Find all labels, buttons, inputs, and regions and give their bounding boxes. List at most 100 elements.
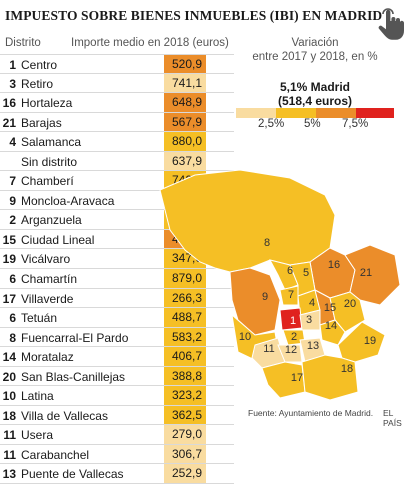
table-row: 4 Salamanca 880,0 <box>0 132 234 152</box>
column-header-amount: Importe medio en 2018 (euros) <box>71 37 229 49</box>
amount-cell: 347,6 <box>164 249 206 269</box>
district-number: 1 <box>9 58 16 72</box>
legend-tick: 7,5% <box>342 118 369 130</box>
district-name: Centro <box>21 58 58 72</box>
district-number: 9 <box>9 193 16 208</box>
table-row: 17 Villaverde 266,3 <box>0 288 234 309</box>
table-row: 19 Vicálvaro 347,6 <box>0 249 234 270</box>
legend-swatch <box>316 108 356 118</box>
table-row: 6 Tetuán 488,7 <box>0 308 234 328</box>
district-name: Barajas <box>21 115 62 130</box>
district-number: 15 <box>2 232 16 247</box>
map-district-label: 13 <box>307 340 319 352</box>
district-number: 3 <box>9 76 16 91</box>
amount-cell: 520,9 <box>164 55 206 73</box>
district-name: Retiro <box>21 76 54 91</box>
chart-title: IMPUESTO SOBRE BIENES INMUEBLES (IBI) EN… <box>5 8 383 23</box>
table-row: 11 Carabanchel 306,7 <box>0 444 234 465</box>
legend-swatch <box>236 108 276 118</box>
map-district-label: 8 <box>264 237 270 249</box>
map-district-10 <box>231 313 279 361</box>
amount-cell: 488,7 <box>164 308 206 327</box>
amount-cell: 279,0 <box>164 425 206 444</box>
hand-pointer-icon[interactable] <box>376 8 406 42</box>
district-name: Sin distrito <box>21 154 78 169</box>
district-name: Latina <box>21 389 54 404</box>
map-district-16 <box>309 247 356 299</box>
amount-cell: 583,2 <box>164 327 206 347</box>
district-name: Chamartín <box>21 272 78 287</box>
map-district-label: 1 <box>290 315 296 327</box>
district-name: Vicálvaro <box>21 252 71 267</box>
table-row: Sin distrito 637,9 <box>0 151 234 172</box>
map-district-label: 3 <box>306 314 312 326</box>
map-district-label: 6 <box>287 265 293 277</box>
district-name: Moratalaz <box>21 350 74 365</box>
legend-tick: 5% <box>304 118 321 130</box>
amount-cell: 648,9 <box>164 93 206 112</box>
variation-title-line: Variación <box>291 37 339 49</box>
amount-cell: 637,9 <box>164 151 206 171</box>
amount-cell: 567,9 <box>164 112 206 132</box>
map-district-label: 9 <box>262 291 268 303</box>
map-district-14 <box>319 319 346 346</box>
map-district-label: 19 <box>364 335 376 347</box>
map-district-6 <box>269 259 299 291</box>
amount-cell: 834,1 <box>164 190 206 210</box>
map-district-label: 14 <box>325 320 337 332</box>
map-district-2 <box>282 329 306 346</box>
amount-cell: 880,0 <box>164 132 206 151</box>
district-name: Hortaleza <box>21 96 73 111</box>
variation-title: Variación entre 2017 y 2018, en % <box>236 37 394 64</box>
district-number: 14 <box>2 350 16 365</box>
map-district-5 <box>289 261 316 297</box>
legend-swatch <box>356 108 394 118</box>
district-number: 19 <box>2 252 16 267</box>
amount-cell: 456,9 <box>164 229 206 249</box>
map-district-1 <box>279 307 303 331</box>
map-district-label: 7 <box>288 289 294 301</box>
table-row: 14 Moratalaz 406,7 <box>0 347 234 367</box>
table-row: 16 Hortaleza 648,9 <box>0 93 234 113</box>
madrid-total-pct: 5,1% Madrid <box>279 80 351 94</box>
district-number: 13 <box>2 467 16 482</box>
district-number: 11 <box>3 447 16 462</box>
district-name: Fuencarral-El Pardo <box>21 330 129 345</box>
map-district-label: 12 <box>285 344 297 356</box>
map-district-13 <box>299 337 326 363</box>
district-table: 1 Centro 520,9 3 Retiro 741,1 16 Hortaleza 648,9… <box>0 54 234 484</box>
map-district-label: 10 <box>239 331 251 343</box>
map-district-21 <box>344 244 401 306</box>
amount-cell: 741,1 <box>164 73 206 93</box>
amount-cell: 362,5 <box>164 405 206 425</box>
district-number: 16 <box>2 96 16 111</box>
district-name: Chamberí <box>21 174 74 189</box>
amount-cell: 323,2 <box>164 386 206 405</box>
map-district-19 <box>337 321 386 363</box>
district-number: 6 <box>9 311 16 326</box>
variation-title-line: entre 2017 y 2018, en % <box>252 50 378 63</box>
district-name: Usera <box>21 428 54 443</box>
amount-cell: 742,2 <box>164 171 206 190</box>
district-name: Villaverde <box>21 291 74 306</box>
district-number: 6 <box>9 272 16 287</box>
district-number: 18 <box>2 408 16 423</box>
map-district-18 <box>301 354 359 401</box>
table-row: 18 Villa de Vallecas 362,5 <box>0 405 234 426</box>
legend-swatch <box>276 108 316 118</box>
table-row: 13 Puente de Vallecas 252,9 <box>0 464 234 484</box>
map-district-label: 11 <box>263 343 274 355</box>
map-district-label: 20 <box>344 298 356 310</box>
table-row: 20 San Blas-Canillejas 388,8 <box>0 366 234 387</box>
source-note: Fuente: Ayuntamiento de Madrid. <box>248 408 374 418</box>
district-number: 10 <box>2 389 16 404</box>
table-row: 21 Barajas 567,9 <box>0 112 234 133</box>
map-district-20 <box>329 291 366 333</box>
map-district-4 <box>297 289 321 316</box>
amount-cell: 879,0 <box>164 269 206 288</box>
district-number: 2 <box>9 213 16 228</box>
amount-cell: 388,8 <box>164 366 206 386</box>
map-district-7 <box>279 285 299 306</box>
map-district-label: 18 <box>341 363 353 375</box>
table-row: 10 Latina 323,2 <box>0 386 234 406</box>
